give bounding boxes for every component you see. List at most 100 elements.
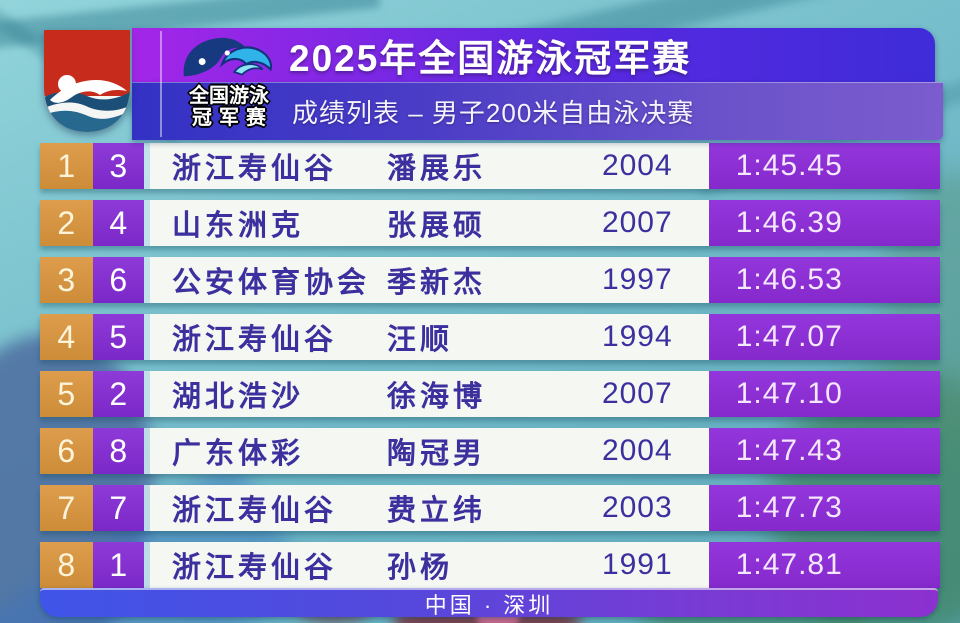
lane-value: 5 <box>109 318 128 355</box>
birth-year: 1994 <box>601 320 673 353</box>
lane-cell: 6 <box>92 257 145 303</box>
athlete-info-cell: 公安体育协会 季新杰 1997 <box>149 257 709 303</box>
result-time: 1:47.73 <box>735 491 843 524</box>
rank-value: 4 <box>57 318 76 355</box>
cell-divider-strip <box>144 143 150 189</box>
rank-cell: 7 <box>40 485 93 531</box>
rank-value: 1 <box>57 147 76 184</box>
header-banner: 2025年全国游泳冠军赛 成绩列表 – 男子200米自由泳决赛 全国游泳 冠军赛 <box>132 28 943 140</box>
rank-cell: 5 <box>40 371 93 417</box>
athlete-info-cell: 广东体彩 陶冠男 2004 <box>149 428 709 474</box>
result-time: 1:47.43 <box>735 434 843 467</box>
result-time-cell: 1:47.07 <box>708 314 940 360</box>
rank-value: 2 <box>57 204 76 241</box>
birth-year: 2007 <box>601 377 673 410</box>
athlete-name: 费立纬 <box>386 495 486 527</box>
wave-logo-icon: 全国游泳 冠军赛 <box>168 31 290 139</box>
result-row: 4 5 浙江寿仙谷 汪顺 1994 1:47.07 <box>40 314 940 360</box>
lane-cell: 1 <box>92 542 145 588</box>
lane-cell: 3 <box>92 143 145 189</box>
athlete-name: 陶冠男 <box>386 438 486 470</box>
lane-cell: 2 <box>92 371 145 417</box>
team-name: 浙江寿仙谷 <box>171 552 337 584</box>
result-time-cell: 1:47.81 <box>708 542 940 588</box>
athlete-info-cell: 浙江寿仙谷 潘展乐 2004 <box>149 143 709 189</box>
birth-year: 1997 <box>601 263 673 296</box>
header-divider <box>160 31 162 137</box>
host-city-label: 中国 · 深圳 <box>424 592 554 618</box>
team-name: 山东洲克 <box>171 210 304 242</box>
rank-cell: 2 <box>40 200 93 246</box>
result-time-cell: 1:45.45 <box>708 143 940 189</box>
team-name: 浙江寿仙谷 <box>171 324 337 356</box>
rank-cell: 8 <box>40 542 93 588</box>
result-row: 1 3 浙江寿仙谷 潘展乐 2004 1:45.45 <box>40 143 940 189</box>
result-time: 1:47.81 <box>735 548 843 581</box>
lane-cell: 7 <box>92 485 145 531</box>
result-time-cell: 1:46.39 <box>708 200 940 246</box>
result-time: 1:45.45 <box>735 149 843 182</box>
result-time: 1:47.10 <box>735 377 843 410</box>
rank-value: 8 <box>57 546 76 583</box>
athlete-name: 汪顺 <box>386 324 453 356</box>
athlete-info-cell: 山东洲克 张展硕 2007 <box>149 200 709 246</box>
result-time: 1:46.39 <box>735 206 843 239</box>
result-time: 1:47.07 <box>735 320 843 353</box>
team-name: 浙江寿仙谷 <box>171 495 337 527</box>
lane-value: 3 <box>109 147 128 184</box>
rank-value: 3 <box>57 261 76 298</box>
cell-divider-strip <box>144 257 150 303</box>
athlete-info-cell: 浙江寿仙谷 汪顺 1994 <box>149 314 709 360</box>
results-table: 1 3 浙江寿仙谷 潘展乐 2004 1:45.45 2 4 <box>40 143 940 588</box>
team-name: 浙江寿仙谷 <box>171 153 337 185</box>
result-row: 3 6 公安体育协会 季新杰 1997 1:46.53 <box>40 257 940 303</box>
rank-value: 6 <box>57 432 76 469</box>
birth-year: 2007 <box>601 206 673 239</box>
athlete-info-cell: 浙江寿仙谷 费立纬 2003 <box>149 485 709 531</box>
rank-value: 5 <box>57 375 76 412</box>
lane-value: 4 <box>109 204 128 241</box>
lane-value: 1 <box>109 546 128 583</box>
athlete-name: 潘展乐 <box>386 153 486 185</box>
lane-value: 8 <box>109 432 128 469</box>
result-row: 6 8 广东体彩 陶冠男 2004 1:47.43 <box>40 428 940 474</box>
result-time-cell: 1:47.10 <box>708 371 940 417</box>
result-time-cell: 1:46.53 <box>708 257 940 303</box>
athlete-info-cell: 浙江寿仙谷 孙杨 1991 <box>149 542 709 588</box>
wave-logo-text-line1: 全国游泳 <box>189 85 269 107</box>
rank-cell: 6 <box>40 428 93 474</box>
lane-value: 6 <box>109 261 128 298</box>
birth-year: 2004 <box>601 149 673 182</box>
event-subtitle: 成绩列表 – 男子200米自由泳决赛 <box>292 98 695 128</box>
footer-bar: 中国 · 深圳 <box>40 588 938 618</box>
event-title: 2025年全国游泳冠军赛 <box>289 38 692 79</box>
lane-cell: 8 <box>92 428 145 474</box>
result-row: 7 7 浙江寿仙谷 费立纬 2003 1:47.73 <box>40 485 940 531</box>
result-time-cell: 1:47.73 <box>708 485 940 531</box>
cell-divider-strip <box>144 200 150 246</box>
birth-year: 1991 <box>601 548 673 581</box>
rank-cell: 4 <box>40 314 93 360</box>
birth-year: 2004 <box>601 434 673 467</box>
team-name: 公安体育协会 <box>171 267 370 299</box>
team-name: 广东体彩 <box>171 438 304 470</box>
athlete-name: 孙杨 <box>386 552 453 584</box>
result-row: 2 4 山东洲克 张展硕 2007 1:46.39 <box>40 200 940 246</box>
birth-year: 2003 <box>601 491 673 524</box>
wave-logo-text-line2: 冠军赛 <box>192 107 273 129</box>
lane-cell: 5 <box>92 314 145 360</box>
rank-value: 7 <box>57 489 76 526</box>
athlete-name: 徐海博 <box>386 381 486 413</box>
team-name: 湖北浩沙 <box>171 381 304 413</box>
athlete-name: 张展硕 <box>386 210 486 242</box>
result-row: 8 1 浙江寿仙谷 孙杨 1991 1:47.81 <box>40 542 940 588</box>
rank-cell: 3 <box>40 257 93 303</box>
rank-cell: 1 <box>40 143 93 189</box>
athlete-info-cell: 湖北浩沙 徐海博 2007 <box>149 371 709 417</box>
swimmer-shield-icon <box>42 28 132 134</box>
lane-cell: 4 <box>92 200 145 246</box>
lane-value: 7 <box>109 489 128 526</box>
result-time-cell: 1:47.43 <box>708 428 940 474</box>
subtitle-band: 成绩列表 – 男子200米自由泳决赛 <box>132 82 943 140</box>
